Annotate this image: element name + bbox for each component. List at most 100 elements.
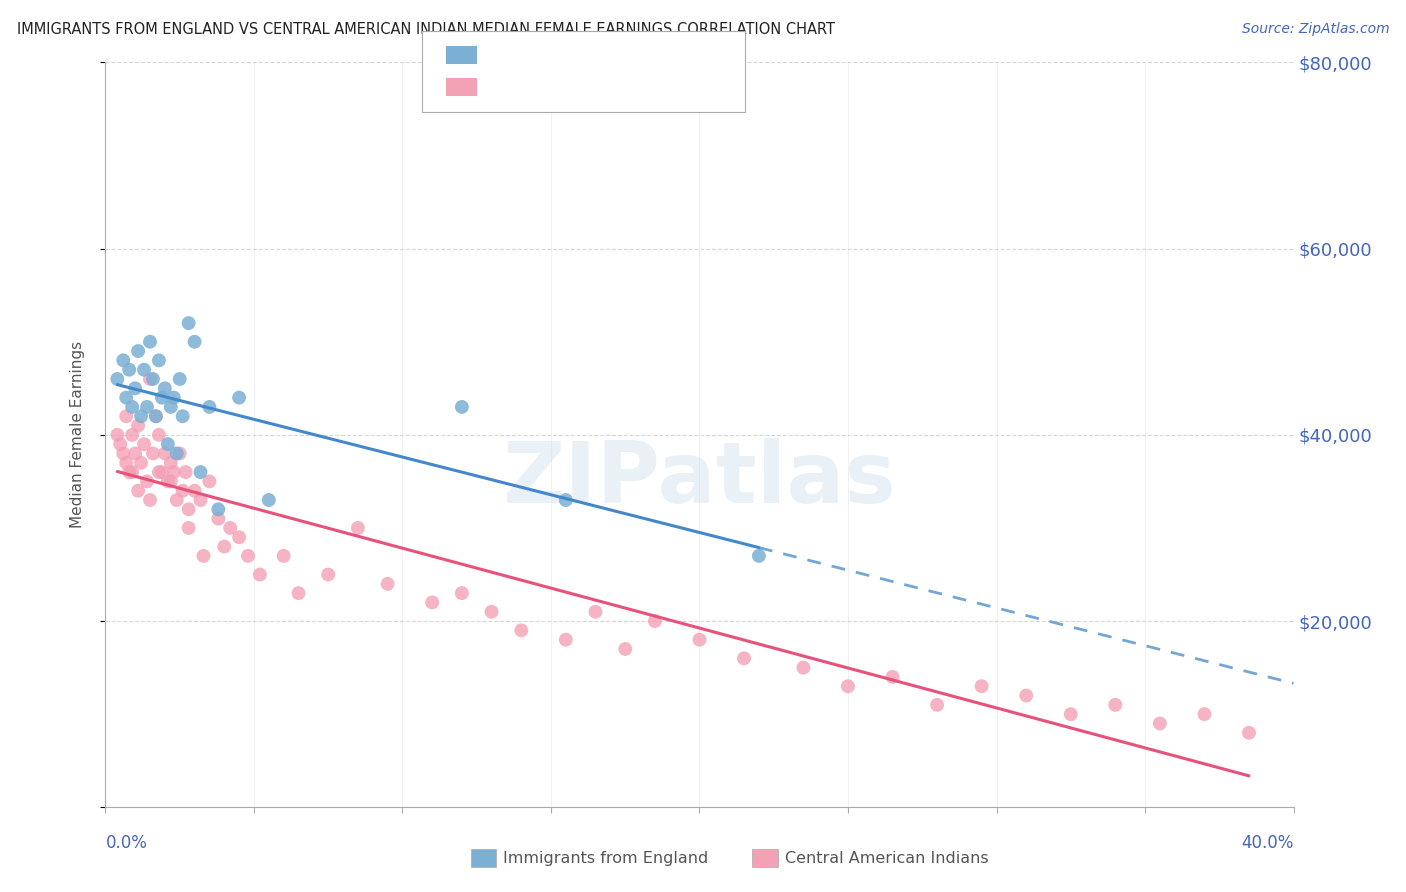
- Point: [148, 465, 170, 479]
- Point: [172, 483, 194, 498]
- Point: [219, 521, 242, 535]
- Point: [510, 624, 533, 638]
- Point: [689, 632, 711, 647]
- Point: [644, 614, 666, 628]
- Point: [198, 400, 221, 414]
- Point: [837, 679, 859, 693]
- Point: [214, 540, 236, 554]
- Point: [115, 409, 138, 424]
- Point: [166, 493, 188, 508]
- Text: 0.0%: 0.0%: [105, 834, 148, 852]
- Point: [183, 334, 205, 349]
- Point: [148, 428, 170, 442]
- Point: [228, 391, 250, 405]
- Point: [153, 381, 176, 395]
- Text: Central American Indians: Central American Indians: [785, 851, 988, 865]
- Point: [177, 316, 200, 330]
- Point: [163, 391, 186, 405]
- Point: [287, 586, 309, 600]
- Point: [148, 353, 170, 368]
- Point: [228, 530, 250, 544]
- Point: [121, 465, 143, 479]
- Point: [132, 437, 155, 451]
- Point: [585, 605, 607, 619]
- Point: [257, 493, 280, 508]
- Point: [132, 362, 155, 376]
- Point: [145, 409, 167, 424]
- Point: [118, 465, 141, 479]
- Point: [105, 428, 128, 442]
- Point: [748, 549, 770, 563]
- Point: [129, 409, 152, 424]
- Point: [121, 400, 143, 414]
- Point: [153, 446, 176, 460]
- Point: [136, 475, 159, 489]
- Point: [112, 446, 135, 460]
- Point: [105, 372, 128, 386]
- Point: [129, 456, 152, 470]
- Point: [124, 381, 146, 395]
- Text: Immigrants from England: Immigrants from England: [503, 851, 709, 865]
- Point: [1104, 698, 1126, 712]
- Point: [207, 502, 229, 516]
- Point: [124, 446, 146, 460]
- Point: [316, 567, 339, 582]
- Point: [177, 521, 200, 535]
- Point: [207, 511, 229, 525]
- Point: [927, 698, 949, 712]
- Point: [420, 595, 443, 609]
- Point: [172, 409, 194, 424]
- Point: [127, 418, 149, 433]
- Point: [481, 605, 503, 619]
- Point: [159, 456, 181, 470]
- Point: [450, 400, 472, 414]
- Point: [273, 549, 295, 563]
- Point: [112, 353, 135, 368]
- Point: [190, 465, 212, 479]
- Text: R = -0.240   N = 32: R = -0.240 N = 32: [488, 46, 651, 64]
- Point: [554, 493, 576, 508]
- Point: [183, 483, 205, 498]
- Y-axis label: Median Female Earnings: Median Female Earnings: [70, 342, 84, 528]
- Point: [166, 446, 188, 460]
- Text: IMMIGRANTS FROM ENGLAND VS CENTRAL AMERICAN INDIAN MEDIAN FEMALE EARNINGS CORREL: IMMIGRANTS FROM ENGLAND VS CENTRAL AMERI…: [17, 22, 835, 37]
- Point: [174, 465, 197, 479]
- Point: [190, 493, 212, 508]
- Point: [554, 632, 576, 647]
- Point: [115, 391, 138, 405]
- Point: [1194, 707, 1216, 722]
- Point: [1149, 716, 1171, 731]
- Point: [159, 475, 181, 489]
- Point: [136, 400, 159, 414]
- Point: [127, 344, 149, 359]
- Point: [139, 493, 162, 508]
- Point: [142, 372, 165, 386]
- Point: [193, 549, 215, 563]
- Point: [970, 679, 993, 693]
- Point: [118, 362, 141, 376]
- Point: [110, 437, 132, 451]
- Point: [121, 428, 143, 442]
- Point: [115, 456, 138, 470]
- Point: [139, 372, 162, 386]
- Point: [1237, 726, 1260, 740]
- Text: ZIPatlas: ZIPatlas: [502, 438, 897, 521]
- Text: R = -0.572   N = 68: R = -0.572 N = 68: [488, 78, 651, 96]
- Point: [792, 660, 814, 674]
- Point: [1060, 707, 1083, 722]
- Point: [198, 475, 221, 489]
- Text: Source: ZipAtlas.com: Source: ZipAtlas.com: [1241, 22, 1389, 37]
- Point: [236, 549, 259, 563]
- Point: [450, 586, 472, 600]
- Point: [159, 400, 181, 414]
- Point: [145, 409, 167, 424]
- Point: [156, 437, 179, 451]
- Point: [169, 446, 191, 460]
- Point: [150, 465, 173, 479]
- Point: [127, 483, 149, 498]
- Point: [163, 465, 186, 479]
- Point: [177, 502, 200, 516]
- Point: [150, 391, 173, 405]
- Point: [139, 334, 162, 349]
- Point: [169, 372, 191, 386]
